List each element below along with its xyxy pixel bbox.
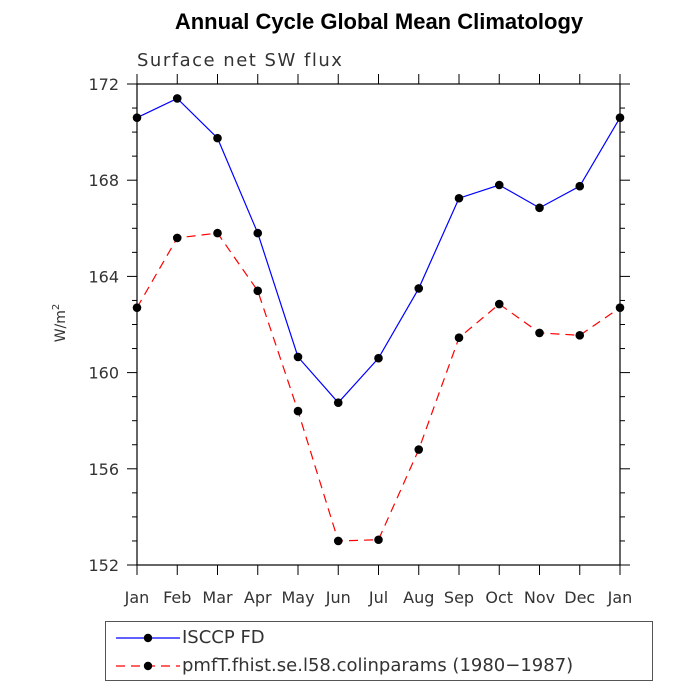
chart-subtitle: Surface net SW flux (137, 50, 344, 71)
legend-entry-model: pmfT.fhist.se.l58.colinparams (1980−1987… (106, 652, 652, 680)
data-point (293, 352, 303, 362)
series-1 (132, 228, 625, 546)
x-tick-label: May (281, 588, 314, 607)
data-point (454, 333, 464, 343)
data-point (535, 328, 544, 338)
chart-title: Annual Cycle Global Mean Climatology (174, 9, 584, 34)
data-point (494, 299, 504, 309)
data-point (132, 303, 142, 312)
data-point (454, 193, 464, 203)
legend-label-isccp: ISCCP FD (182, 627, 265, 648)
plot-border (136, 83, 621, 566)
x-tick-label: Dec (564, 588, 595, 607)
x-tick-label: Aug (403, 588, 434, 607)
legend-swatch-model (116, 661, 180, 671)
data-point (535, 203, 544, 213)
y-tick-label: 160 (88, 364, 119, 383)
data-point (213, 133, 222, 143)
x-tick-label: Feb (163, 588, 191, 607)
x-tick-label: Sep (444, 588, 474, 607)
x-tick-label: Nov (524, 588, 555, 607)
data-point (615, 113, 625, 122)
legend-label-model: pmfT.fhist.se.l58.colinparams (1980−1987… (182, 655, 574, 676)
data-point (172, 233, 182, 243)
legend: ISCCP FD pmfT.fhist.se.l58.colinparams (… (105, 621, 653, 681)
data-point (213, 228, 222, 238)
y-tick-label: 152 (88, 556, 119, 575)
data-point (293, 406, 303, 416)
data-point (414, 284, 424, 293)
legend-entry-isccp: ISCCP FD (106, 624, 652, 652)
data-point (172, 94, 182, 103)
data-point (374, 353, 383, 363)
x-tick-label: Jan (124, 588, 150, 607)
x-tick-label: Oct (485, 588, 513, 607)
data-point (575, 181, 585, 191)
data-point (494, 180, 504, 190)
plot-frame (136, 83, 621, 566)
x-axis-ticks: Jan Feb Mar Apr May Jun Jul Aug Sep Oct Nov Dec Jan (124, 74, 633, 607)
x-tick-label: Mar (202, 588, 233, 607)
data-point (253, 228, 263, 238)
series-0 (132, 94, 625, 407)
data-point (414, 445, 424, 454)
y-tick-label: 172 (88, 75, 119, 94)
series-layer (132, 94, 625, 546)
y-tick-label: 164 (88, 267, 119, 286)
x-tick-label: Jul (368, 588, 388, 607)
y-axis-ticks: 152 156 160 164 168 172 (88, 75, 630, 575)
legend-swatch-isccp (116, 633, 180, 643)
series-line (136, 232, 621, 542)
data-point (132, 113, 142, 122)
y-tick-label: 168 (88, 171, 119, 190)
x-tick-label: Jan (607, 588, 633, 607)
data-point (374, 535, 383, 545)
y-tick-label: 156 (88, 460, 119, 479)
data-point (333, 398, 343, 407)
data-point (333, 536, 343, 546)
data-point (615, 303, 625, 312)
data-point (575, 331, 585, 340)
x-tick-label: Jun (325, 588, 351, 607)
data-point (253, 286, 263, 296)
x-tick-label: Apr (244, 588, 272, 607)
